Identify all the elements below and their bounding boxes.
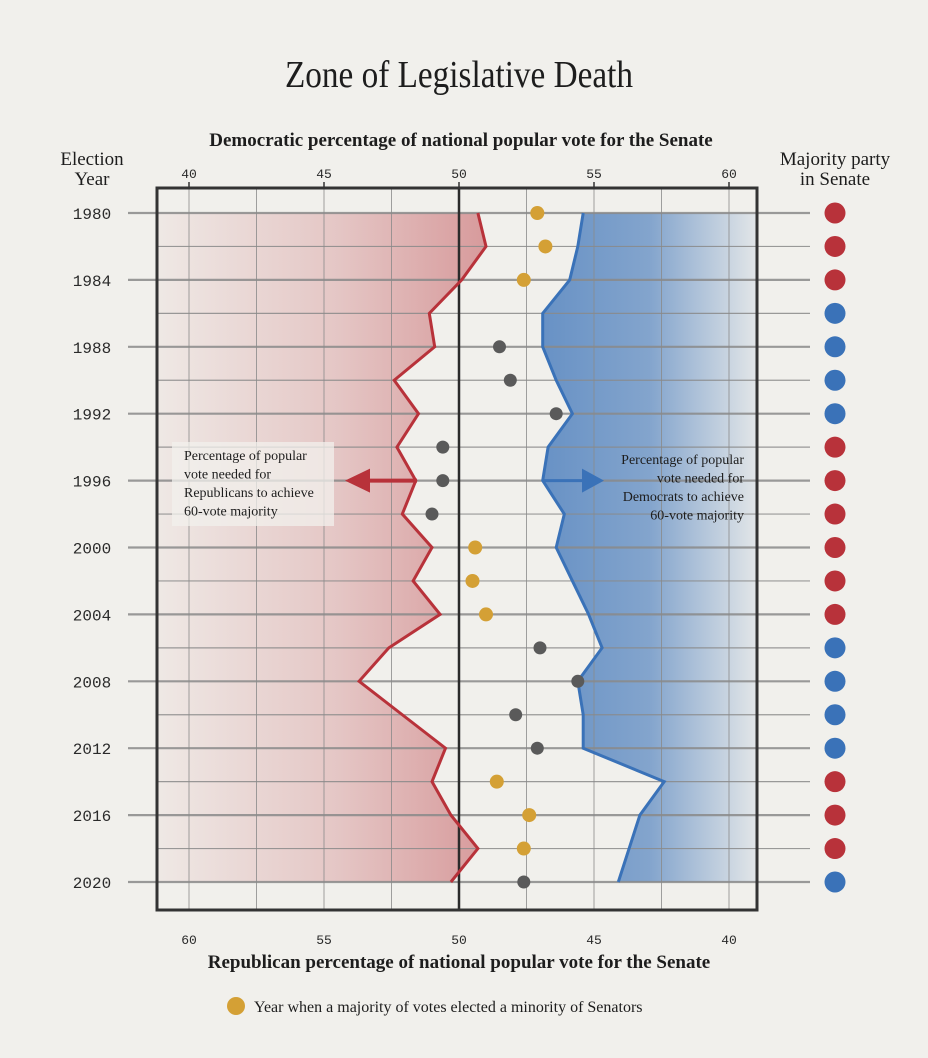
majority-party-dot [824,804,846,826]
annotation-bg-left [172,442,334,526]
majority-party-dot [824,436,846,458]
majority-party-dot [824,403,846,425]
majority-party-dot [824,771,846,793]
x-tick-label-bottom: 60 [181,933,197,948]
vote-share-dot [436,474,450,488]
majority-party-dot [824,838,846,860]
y-axis-label: Election Year [60,149,124,190]
majority-party-dot [824,537,846,558]
x-tick-label-top: 45 [316,167,332,182]
y-tick-label: 2020 [73,875,111,893]
legend-gold-dot [227,997,245,1015]
y-tick-label: 1980 [73,206,111,224]
y-tick-label: 2000 [73,541,111,559]
annotation-left-line: 60-vote majority [184,505,278,520]
vote-share-dot [493,340,506,354]
majority-party-label: Majority party in Senate [780,149,891,190]
vote-share-dot [530,206,545,220]
vote-share-dot [436,440,450,454]
x-tick-label-top: 50 [451,167,467,182]
legend-text: Year when a majority of votes elected a … [254,999,643,1016]
annotation-right-line: Democrats to achieve [623,490,744,505]
y-tick-label: 1988 [73,340,111,358]
annotation-right-line: Percentage of popular [621,453,744,468]
majority-party-dot [824,302,846,324]
vote-share-dot [425,507,439,521]
annotation-left-line: Republicans to achieve [184,486,314,501]
vote-share-dot [571,674,585,688]
majority-party-dot [824,603,846,625]
vote-share-dot [465,573,480,588]
annotation-left-line: Percentage of popular [184,449,307,464]
annotation-left-line: vote needed for [184,468,271,483]
y-tick-label: 1996 [73,474,111,492]
x-tick-label-bottom: 55 [316,933,332,948]
vote-share-dot [538,239,553,254]
vote-share-dot [479,607,493,622]
vote-share-dot [509,708,523,722]
majority-party-dot [824,570,846,592]
vote-share-dot [522,808,537,823]
majority-party-dot [824,704,846,726]
majority-party-dot [824,470,846,492]
vote-share-dot [517,875,531,889]
majority-party-dot [824,336,846,358]
x-axis-bottom-label: Republican percentage of national popula… [208,952,710,973]
x-tick-label-top: 55 [586,167,602,182]
y-tick-label: 2016 [73,808,111,826]
majority-party-dot [824,235,846,257]
y-tick-label: 1984 [73,273,111,291]
majority-party-dot [824,369,846,391]
arrow-right-icon [582,468,604,493]
democratic-threshold-line [541,212,667,883]
y-tick-label: 2012 [73,741,111,759]
vote-share-dot [516,272,531,287]
chart-title: Zone of Legislative Death [285,54,633,96]
x-tick-label-bottom: 40 [721,933,737,948]
y-tick-label: 1992 [73,407,111,425]
vote-share-dot [530,741,544,755]
majority-party-dot [824,670,846,692]
majority-party-dot [824,637,846,659]
majority-party-dot [824,503,846,525]
vote-share-dot [489,774,504,789]
republican-threshold-line [356,212,488,883]
annotation-right-line: vote needed for [657,472,744,487]
majority-party-dot [824,737,846,759]
y-tick-label: 2004 [73,607,111,625]
y-tick-label: 2008 [73,674,111,692]
vote-share-dot [468,540,483,555]
majority-party-dot [824,202,846,224]
arrow-left-icon [345,468,370,493]
vote-share-dot [533,641,547,655]
x-tick-label-top: 60 [721,167,737,182]
majority-party-dot [824,871,846,893]
vote-share-dot [516,841,531,856]
vote-share-dot [549,407,563,421]
x-axis-top-label: Democratic percentage of national popula… [209,130,712,151]
x-tick-label-top: 40 [181,167,197,182]
majority-party-dot [824,269,846,291]
x-tick-label-bottom: 50 [451,933,467,948]
x-tick-label-bottom: 45 [586,933,602,948]
annotation-right-line: 60-vote majority [650,509,744,524]
plot-frame [155,186,759,912]
vote-share-dot [503,373,517,387]
